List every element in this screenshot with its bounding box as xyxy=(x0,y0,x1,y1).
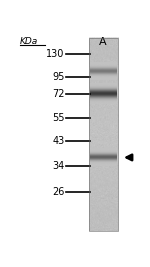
Text: 26: 26 xyxy=(52,187,65,197)
Text: KDa: KDa xyxy=(20,37,38,46)
Bar xyxy=(88,120,118,123)
Bar xyxy=(88,152,118,154)
Bar xyxy=(88,217,118,219)
Bar xyxy=(88,57,118,60)
Text: A: A xyxy=(99,37,107,47)
Bar xyxy=(88,41,118,43)
Bar xyxy=(88,87,118,89)
Bar xyxy=(88,43,118,45)
Bar xyxy=(88,227,118,229)
Bar xyxy=(88,166,118,169)
Bar xyxy=(88,137,118,140)
Bar xyxy=(88,205,118,207)
Bar xyxy=(88,38,118,41)
Bar xyxy=(88,60,118,62)
Bar xyxy=(88,94,118,96)
Bar xyxy=(88,82,118,84)
Bar xyxy=(88,195,118,198)
Bar xyxy=(88,70,118,72)
Bar xyxy=(88,72,118,74)
Bar xyxy=(88,178,118,181)
Bar xyxy=(88,118,118,120)
Bar xyxy=(88,67,118,70)
Bar xyxy=(88,212,118,215)
Bar xyxy=(88,108,118,111)
Bar xyxy=(88,55,118,57)
Bar xyxy=(88,45,118,48)
Bar xyxy=(88,183,118,186)
Bar xyxy=(88,188,118,190)
Text: 43: 43 xyxy=(52,136,65,146)
Bar xyxy=(88,229,118,231)
Text: 95: 95 xyxy=(52,72,65,82)
Bar xyxy=(88,215,118,217)
Bar xyxy=(88,84,118,87)
Bar xyxy=(88,164,118,166)
Bar xyxy=(88,130,118,132)
Bar xyxy=(88,91,118,94)
Bar xyxy=(88,74,118,77)
Bar xyxy=(88,162,118,164)
Bar xyxy=(88,147,118,149)
Bar xyxy=(88,65,118,67)
Bar xyxy=(88,149,118,152)
Bar xyxy=(88,176,118,178)
Bar xyxy=(88,101,118,103)
Bar xyxy=(88,123,118,125)
Bar xyxy=(88,128,118,130)
Bar xyxy=(88,50,118,53)
Bar xyxy=(88,159,118,162)
Bar xyxy=(88,77,118,79)
Bar xyxy=(88,96,118,99)
Bar xyxy=(88,99,118,101)
Bar xyxy=(88,135,118,137)
Bar xyxy=(88,171,118,174)
Bar xyxy=(88,103,118,106)
Bar xyxy=(88,207,118,210)
Bar xyxy=(88,111,118,113)
Bar xyxy=(88,198,118,200)
Bar xyxy=(88,140,118,142)
Bar xyxy=(88,193,118,195)
Bar xyxy=(88,62,118,65)
Bar xyxy=(88,186,118,188)
Text: 55: 55 xyxy=(52,113,65,123)
Bar xyxy=(88,106,118,108)
Bar xyxy=(88,116,118,118)
Text: 130: 130 xyxy=(46,49,65,59)
Bar xyxy=(88,113,118,116)
Bar xyxy=(88,202,118,205)
Bar xyxy=(88,169,118,171)
Bar xyxy=(88,144,118,147)
Bar xyxy=(88,89,118,91)
Bar xyxy=(88,210,118,212)
Bar xyxy=(88,38,118,231)
Bar xyxy=(88,156,118,159)
Bar xyxy=(88,38,118,231)
Bar xyxy=(88,154,118,156)
Bar xyxy=(88,79,118,82)
Text: 34: 34 xyxy=(52,161,65,171)
Bar xyxy=(88,224,118,227)
Bar xyxy=(88,174,118,176)
Bar xyxy=(88,142,118,144)
Bar xyxy=(88,190,118,193)
Bar xyxy=(88,48,118,50)
Bar xyxy=(88,132,118,135)
Bar xyxy=(88,219,118,222)
Bar xyxy=(88,53,118,55)
Bar xyxy=(88,200,118,202)
Bar xyxy=(88,222,118,224)
Bar xyxy=(88,125,118,128)
Text: 72: 72 xyxy=(52,89,65,99)
Bar xyxy=(88,181,118,183)
